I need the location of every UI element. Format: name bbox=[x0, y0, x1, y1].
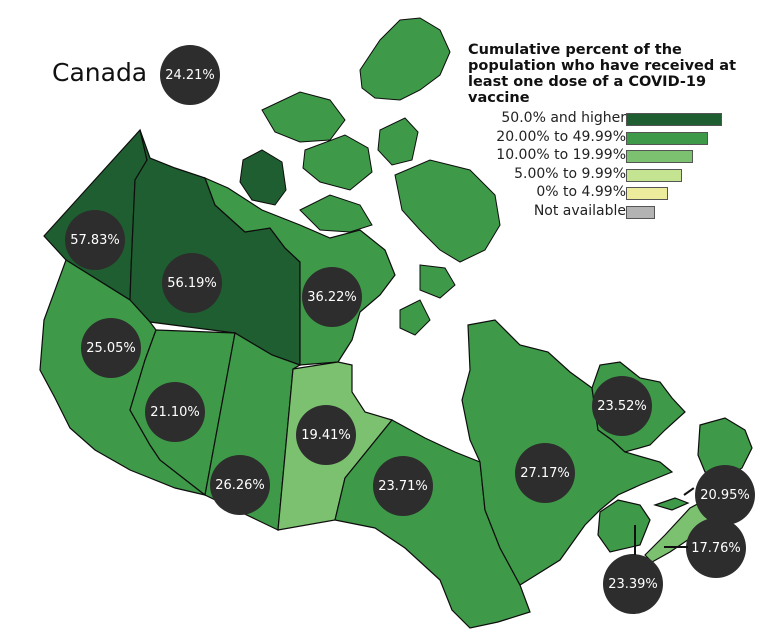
region-nunavut-islands bbox=[261, 17, 501, 336]
legend-item: 5.00% to 9.99% bbox=[468, 166, 768, 185]
legend: Cumulative percent of the population who… bbox=[468, 42, 768, 221]
legend-item: 50.0% and higher bbox=[468, 110, 768, 129]
connector-nova-scotia bbox=[664, 546, 688, 548]
legend-title-line: least one dose of a COVID-19 vaccine bbox=[468, 74, 707, 106]
legend-item-label: 5.00% to 9.99% bbox=[514, 165, 626, 182]
value-badge-nunavut: 36.22% bbox=[302, 267, 362, 327]
value-badge-nova-scotia: 17.76% bbox=[686, 518, 746, 578]
legend-swatch bbox=[626, 131, 708, 145]
legend-title-line: population who have received at bbox=[468, 58, 737, 74]
value-badge-new-brunswick: 23.39% bbox=[603, 554, 663, 614]
value-badge-bc: 25.05% bbox=[81, 318, 141, 378]
legend-item: 20.00% to 49.99% bbox=[468, 129, 768, 148]
legend-item: 10.00% to 19.99% bbox=[468, 147, 768, 166]
value-badge-saskatchewan: 26.26% bbox=[210, 455, 270, 515]
value-badge-newfoundland: 23.52% bbox=[592, 376, 652, 436]
value-badge-alberta: 21.10% bbox=[145, 382, 205, 442]
legend-item-label: Not available bbox=[533, 202, 626, 219]
value-badge-ontario: 23.71% bbox=[373, 456, 433, 516]
legend-item-label: 50.0% and higher bbox=[501, 110, 626, 126]
national-value-badge: 24.21% bbox=[160, 45, 220, 105]
connector-new-brunswick bbox=[634, 525, 636, 555]
value-badge-yukon: 57.83% bbox=[65, 210, 125, 270]
value-badge-pei: 20.95% bbox=[695, 465, 755, 525]
legend-item: 0% to 4.99% bbox=[468, 184, 768, 203]
legend-item-label: 20.00% to 49.99% bbox=[496, 128, 626, 145]
legend-swatch bbox=[626, 113, 722, 126]
value-badge-nwt: 56.19% bbox=[162, 253, 222, 313]
map-title: Canada bbox=[52, 58, 148, 87]
region-nwt-island bbox=[239, 149, 287, 206]
legend-title: Cumulative percent of the population who… bbox=[468, 42, 768, 106]
value-badge-quebec: 27.17% bbox=[515, 443, 575, 503]
legend-swatch bbox=[626, 168, 682, 182]
legend-swatch bbox=[626, 187, 668, 200]
value-badge-manitoba: 19.41% bbox=[296, 405, 356, 465]
region-new-brunswick[interactable] bbox=[597, 499, 651, 553]
legend-item-label: 0% to 4.99% bbox=[536, 184, 626, 200]
legend-title-line: Cumulative percent of the bbox=[468, 42, 682, 58]
region-prince-edward-island[interactable] bbox=[653, 497, 690, 511]
legend-swatch bbox=[626, 205, 655, 219]
legend-item-label: 10.00% to 19.99% bbox=[496, 147, 626, 163]
legend-item: Not available bbox=[468, 203, 768, 222]
legend-swatch bbox=[626, 150, 693, 163]
